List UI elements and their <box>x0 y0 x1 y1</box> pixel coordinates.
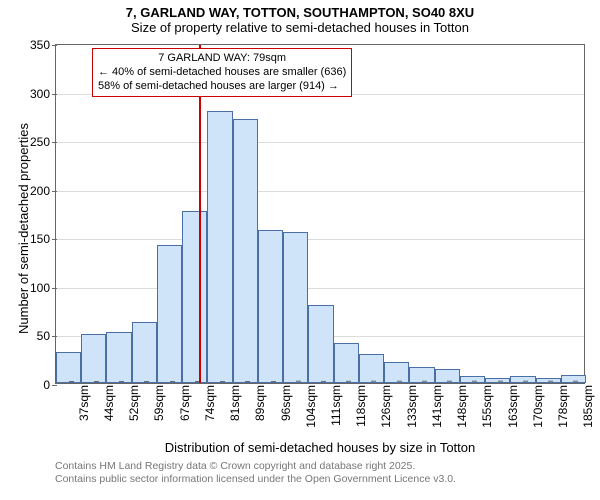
bar <box>283 232 308 383</box>
x-tick: 89sqm <box>245 383 267 421</box>
gridline <box>56 191 584 192</box>
x-tick: 148sqm <box>447 383 469 428</box>
bar <box>308 305 333 383</box>
bar <box>359 354 384 383</box>
x-tick: 96sqm <box>271 383 293 421</box>
attribution-line2: Contains public sector information licen… <box>55 473 456 486</box>
x-tick: 141sqm <box>422 383 444 428</box>
bar <box>207 111 232 383</box>
bar <box>106 332 131 383</box>
bar <box>81 334 106 383</box>
x-tick: 155sqm <box>472 383 494 428</box>
annotation-line2: ← 40% of semi-detached houses are smalle… <box>98 66 346 80</box>
attribution: Contains HM Land Registry data © Crown c… <box>55 460 456 486</box>
bar <box>56 352 81 383</box>
bar <box>384 362 409 383</box>
x-tick: 118sqm <box>346 383 368 427</box>
x-tick: 170sqm <box>523 383 545 428</box>
title-line1: 7, GARLAND WAY, TOTTON, SOUTHAMPTON, SO4… <box>0 6 600 21</box>
y-tick: 0 <box>43 378 56 392</box>
title-line2: Size of property relative to semi-detach… <box>0 21 600 36</box>
bar <box>258 230 283 383</box>
annotation-line1: 7 GARLAND WAY: 79sqm <box>98 52 346 66</box>
x-tick: 44sqm <box>94 383 116 421</box>
x-tick: 126sqm <box>371 383 393 428</box>
y-tick: 250 <box>30 135 56 149</box>
y-tick: 300 <box>30 87 56 101</box>
y-axis-label: Number of semi-detached properties <box>16 123 31 334</box>
x-tick: 52sqm <box>119 383 141 421</box>
x-tick: 74sqm <box>195 383 217 421</box>
x-tick: 67sqm <box>170 383 192 421</box>
y-tick: 100 <box>30 281 56 295</box>
attribution-line1: Contains HM Land Registry data © Crown c… <box>55 460 456 473</box>
y-tick: 50 <box>37 329 56 343</box>
x-tick: 111sqm <box>321 383 343 426</box>
y-tick: 200 <box>30 184 56 198</box>
x-tick: 133sqm <box>397 383 419 428</box>
x-tick: 163sqm <box>498 383 520 428</box>
x-tick: 37sqm <box>69 383 91 421</box>
x-tick: 104sqm <box>296 383 318 428</box>
annotation-line3: 58% of semi-detached houses are larger (… <box>98 80 346 94</box>
x-tick: 81sqm <box>220 383 242 421</box>
gridline <box>56 142 584 143</box>
bar <box>182 211 207 383</box>
bar <box>132 322 157 383</box>
chart-container: 7, GARLAND WAY, TOTTON, SOUTHAMPTON, SO4… <box>0 0 600 500</box>
bar <box>334 343 359 383</box>
x-tick: 185sqm <box>573 383 595 428</box>
gridline <box>56 288 584 289</box>
bar <box>233 119 258 383</box>
annotation-box: 7 GARLAND WAY: 79sqm← 40% of semi-detach… <box>92 48 352 97</box>
y-tick: 150 <box>30 232 56 246</box>
y-tick: 350 <box>30 38 56 52</box>
title-block: 7, GARLAND WAY, TOTTON, SOUTHAMPTON, SO4… <box>0 6 600 36</box>
gridline <box>56 239 584 240</box>
x-tick: 59sqm <box>144 383 166 421</box>
x-axis-label: Distribution of semi-detached houses by … <box>55 440 585 455</box>
x-tick: 178sqm <box>548 383 570 428</box>
bar <box>157 245 182 383</box>
